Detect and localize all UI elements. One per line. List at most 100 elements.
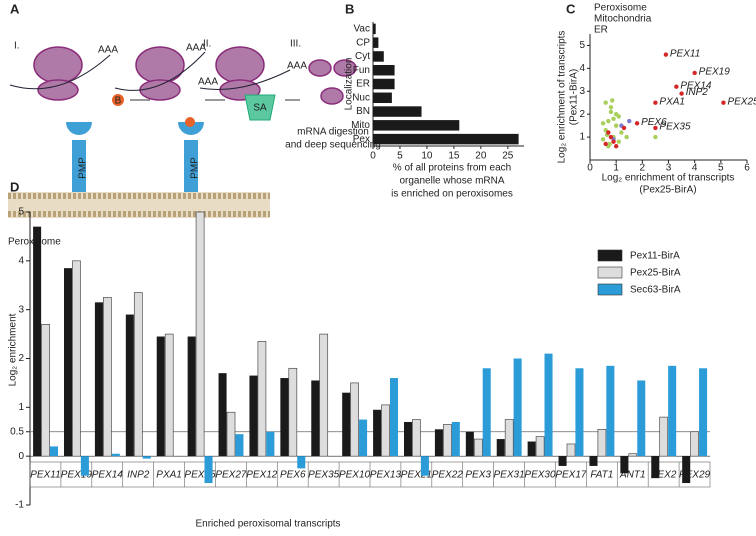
bar [373,106,422,117]
panel-a: A B C D I. II. III. AAA AAA AAA AAA B PM… [8,1,576,248]
x-tick-label: 15 [448,151,460,162]
bar [473,438,483,457]
point [608,134,614,140]
pmp-box [72,140,86,192]
point [611,139,616,144]
x-axis-label: Log₂ enrichment of transcripts [602,173,735,184]
biotin [185,117,195,127]
bar [373,23,376,35]
y-tick-label: 4 [579,63,585,74]
bar [412,419,421,457]
legend-label: Sec63-BirA [630,285,681,296]
panel-label: D [10,179,19,194]
bar [342,392,351,457]
bar [350,382,359,457]
ribosomes [33,46,357,105]
y-axis-label: (Pex11-BirA) [569,69,580,126]
y-tick-label: 2 [18,353,24,364]
point [608,109,614,115]
bar [682,456,691,484]
bar [226,411,236,457]
bar [513,358,522,457]
bar [156,336,165,457]
legend-label: Pex11-BirA [630,251,680,262]
x-tick-label: PEX27 [215,470,247,481]
bar [373,120,460,131]
poly-a: AAA [186,43,206,54]
bar [527,441,536,457]
y-tick-label: Nuc [352,92,370,103]
point [679,91,684,96]
y-tick-label: 0.5 [10,426,24,437]
mrna [9,51,291,91]
bar [504,419,514,457]
x-tick-label: PEX22 [432,470,464,481]
bar [319,333,329,457]
bar [64,268,73,457]
point [606,118,611,124]
bar [72,260,81,457]
point [608,105,614,110]
x-tick-label: 5 [397,151,403,162]
bar [257,341,267,457]
step: III. [290,39,301,50]
x-tick-label: PEX21 [401,470,432,481]
x-tick-label: 25 [502,151,514,162]
point [619,130,624,135]
bar [142,456,151,459]
y-axis-label: Log₂ enrichment [8,313,19,386]
bar [404,421,413,457]
x-tick-label: PEX12 [246,470,278,481]
point [610,98,615,103]
bar [373,37,379,48]
x-tick-label: PEX35 [308,470,340,481]
bar [659,416,669,457]
point-label: PXA1 [659,96,685,107]
step-text: mRNA digestion [297,127,369,138]
pmp-label: PMP [78,157,89,179]
point [674,84,679,89]
bar [373,409,382,457]
bar [311,380,320,457]
bar [465,431,474,457]
bar [628,453,638,457]
point [606,130,611,135]
point-label: PEX6 [641,117,667,128]
point [600,121,606,126]
bar [80,456,89,476]
y-tick-label: Fun [353,65,370,76]
y-axis-label: Log₂ enrichment of transcripts [557,31,568,164]
bar [218,373,227,457]
bar [575,368,584,457]
legend-label: Mitochondria [594,14,652,25]
x-tick-label: 5 [718,163,724,174]
x-tick-label: 10 [421,151,433,162]
bar [668,365,677,457]
bar [249,375,258,457]
bar [359,419,368,457]
bar [373,51,384,62]
point [600,137,606,142]
biotin-label: B [115,96,122,107]
x-tick-label: 6 [744,163,750,174]
x-tick-label: PXA1 [156,470,182,481]
point-label: PEX11 [670,48,700,59]
point [627,118,632,124]
point [613,144,619,149]
bar [443,424,452,457]
y-tick-label: 4 [18,255,24,266]
panel-label: A [10,1,20,16]
point [653,125,658,131]
bar [125,314,134,457]
bar [482,368,491,457]
point-label: INP2 [686,87,709,98]
y-tick-label: Cyt [355,51,370,62]
x-tick-label: 4 [692,163,698,174]
bar [420,456,429,476]
x-tick-label: 20 [475,151,487,162]
bar [699,368,708,457]
bar [651,456,660,479]
streptavidin [244,94,276,121]
x-axis-label: is enriched on peroxisomes [391,189,513,200]
